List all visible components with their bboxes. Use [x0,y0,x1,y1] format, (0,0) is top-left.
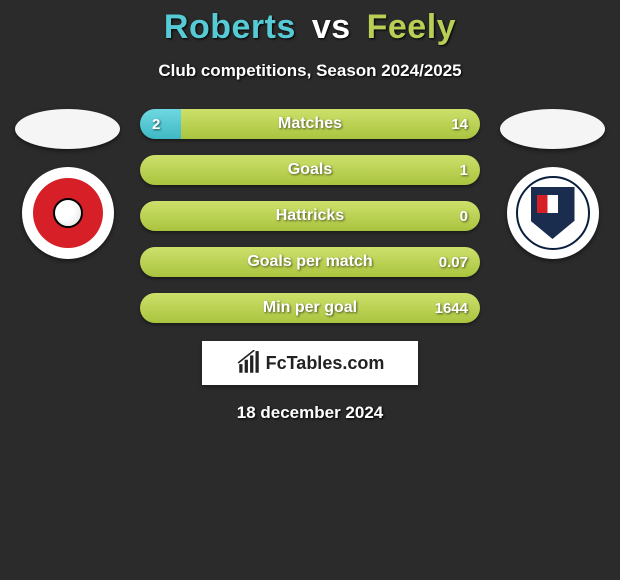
player1-name: Roberts [164,8,296,46]
ball-icon [53,198,83,228]
stat-bars: Matches2 14 Goals1 Hattricks0 Goals per matc… [140,109,480,323]
player1-avatar-placeholder [15,109,120,149]
player2-club-badge [507,167,599,259]
stat-value-left: 2 [152,109,160,139]
player2-avatar-placeholder [500,109,605,149]
stat-value-right: 1 [460,155,468,185]
stat-label: Matches [140,109,480,139]
badge-left-inner [33,178,103,248]
stat-label: Hattricks [140,201,480,231]
left-side [15,109,120,259]
infographic-container: Roberts vs Feely Club competitions, Seas… [0,0,620,423]
stat-bar: Hattricks0 [140,201,480,231]
right-side [500,109,605,259]
subtitle: Club competitions, Season 2024/2025 [0,61,620,81]
chart-icon [236,350,262,376]
date-text: 18 december 2024 [0,403,620,423]
stat-value-right: 1644 [435,293,468,323]
vs-text: vs [312,8,351,46]
player2-name: Feely [367,8,456,46]
badge-right-inner [516,176,590,250]
content-row: Matches2 14 Goals1 Hattricks0 Goals per matc… [0,109,620,323]
shield-icon [531,187,575,239]
stat-bar: Min per goal1644 [140,293,480,323]
branding-text: FcTables.com [266,353,385,374]
stat-bar: Matches2 14 [140,109,480,139]
stat-label: Min per goal [140,293,480,323]
comparison-title: Roberts vs Feely [0,8,620,47]
stat-value-right: 0 [460,201,468,231]
stat-bar: Goals1 [140,155,480,185]
stat-value-right: 14 [451,109,468,139]
stat-label: Goals per match [140,247,480,277]
stat-label: Goals [140,155,480,185]
player1-club-badge [22,167,114,259]
stat-value-right: 0.07 [439,247,468,277]
branding-logo[interactable]: FcTables.com [202,341,418,385]
stat-bar: Goals per match0.07 [140,247,480,277]
